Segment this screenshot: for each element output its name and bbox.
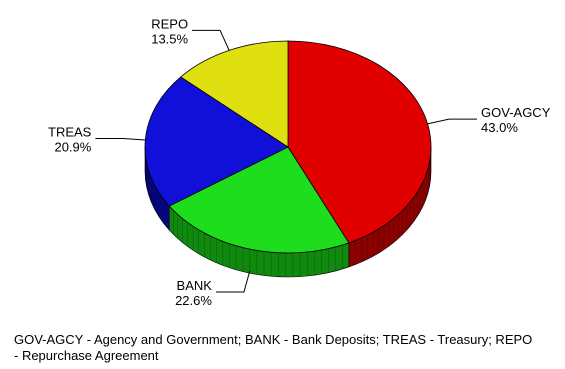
- leader-line-gov-agcy: [427, 118, 478, 125]
- leader-line-repo: [192, 29, 230, 51]
- leader-lines: [95, 29, 478, 293]
- chart-footnote: GOV-AGCY - Agency and Government; BANK -…: [14, 332, 533, 363]
- pie-slice-repo: [180, 40, 289, 148]
- pie-tops: [144, 40, 432, 254]
- pie-slice-gov-agcy: [287, 40, 432, 244]
- leader-line-bank: [215, 270, 251, 293]
- slice-label-bank: BANK: [177, 278, 213, 293]
- slice-percent-treas: 20.9%: [54, 140, 91, 155]
- slice-percent-bank: 22.6%: [175, 293, 212, 308]
- pie-chart: GOV-AGCY 43.0% BANK 22.6% TREAS 20.9% REPO 13.5…: [48, 16, 551, 308]
- pie-slice-bank: [168, 146, 350, 254]
- pie-slice-treas: [144, 76, 289, 207]
- slice-label-gov-agcy: GOV-AGCY: [481, 105, 551, 120]
- slice-percent-gov-agcy: 43.0%: [481, 120, 518, 135]
- slice-label-treas: TREAS: [48, 125, 92, 140]
- slice-label-repo: REPO: [151, 16, 188, 31]
- pie-sides: [144, 146, 432, 278]
- slice-percent-repo: 13.5%: [151, 31, 188, 46]
- leader-line-treas: [95, 138, 146, 141]
